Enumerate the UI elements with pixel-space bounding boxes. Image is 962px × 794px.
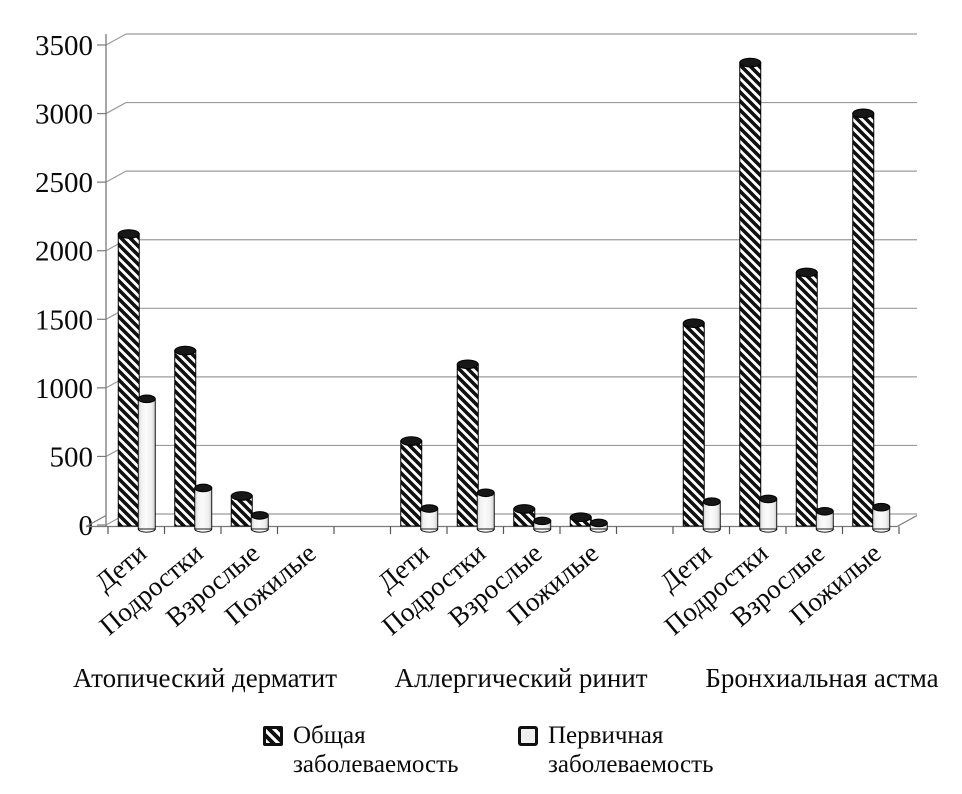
bar-total-cylinder bbox=[456, 363, 479, 527]
bar-total-cylinder bbox=[174, 350, 197, 527]
group-label-atopic-dermatitis: Атопический дерматит bbox=[72, 663, 338, 693]
cylinder-top bbox=[174, 345, 197, 356]
bar-primary-cylinder bbox=[194, 487, 213, 530]
y-axis-tick-label: 500 bbox=[50, 441, 94, 473]
grid-line-connector bbox=[105, 170, 127, 183]
grid-line-connector bbox=[105, 33, 127, 46]
y-axis-tick-label: 2000 bbox=[35, 236, 93, 268]
floor-left-edge bbox=[85, 514, 107, 528]
bar-total-cylinder bbox=[795, 271, 818, 527]
cylinder-top bbox=[456, 359, 479, 370]
cylinder-top bbox=[117, 229, 140, 239]
cylinder-top bbox=[759, 494, 778, 504]
y-axis-tick-label: 1000 bbox=[35, 373, 93, 405]
cylinder-top bbox=[795, 267, 818, 278]
cylinder-top bbox=[137, 394, 156, 404]
group-label-bronchial-asthma: Бронхиальная астма bbox=[705, 663, 939, 693]
cylinder-top bbox=[702, 497, 721, 506]
light-swatch-icon bbox=[518, 726, 538, 746]
y-axis-tick-label: 1500 bbox=[35, 304, 93, 336]
cylinder-top bbox=[569, 512, 592, 523]
cylinder-top bbox=[420, 504, 439, 513]
bar-total-cylinder bbox=[682, 322, 705, 527]
legend-label-total: Общая заболеваемость bbox=[293, 722, 459, 778]
cylinder-top bbox=[250, 511, 269, 520]
cylinder-top bbox=[815, 506, 834, 516]
cylinder-top bbox=[230, 491, 253, 501]
bar-total-cylinder bbox=[739, 62, 762, 527]
bar-total-cylinder bbox=[400, 440, 423, 527]
cylinder-top bbox=[872, 502, 891, 512]
cylinder-top bbox=[852, 108, 875, 119]
group-label-allergic-rhinitis: Аллергический ринит bbox=[394, 663, 648, 693]
cylinder-top bbox=[739, 57, 762, 68]
floor-right-edge bbox=[896, 514, 918, 528]
cylinder-top bbox=[682, 318, 705, 328]
legend-entry-total: Общая заболеваемость bbox=[263, 721, 489, 779]
bar-primary-cylinder bbox=[476, 492, 495, 530]
legend-label-primary: Первичная заболеваемость bbox=[548, 722, 714, 778]
cylinder-top bbox=[476, 488, 495, 498]
y-axis-tick-label: 3000 bbox=[35, 99, 93, 131]
hatched-swatch-icon bbox=[263, 726, 283, 746]
cylinder-top bbox=[533, 516, 552, 526]
cylinder-top bbox=[513, 504, 536, 514]
cylinder-top bbox=[194, 483, 213, 493]
cylinder-top bbox=[589, 518, 608, 528]
cylinder-top bbox=[400, 436, 423, 446]
bar-primary-cylinder bbox=[759, 498, 778, 530]
y-axis-tick-label: 3500 bbox=[35, 30, 93, 62]
grid-line-connector bbox=[105, 102, 127, 115]
legend-entry-primary: Первичная заболеваемость bbox=[518, 721, 764, 779]
bar-primary-cylinder bbox=[137, 398, 156, 530]
bar-total-cylinder bbox=[117, 233, 140, 527]
bar-total-cylinder bbox=[852, 112, 875, 527]
y-axis-tick-label: 2500 bbox=[35, 167, 93, 199]
